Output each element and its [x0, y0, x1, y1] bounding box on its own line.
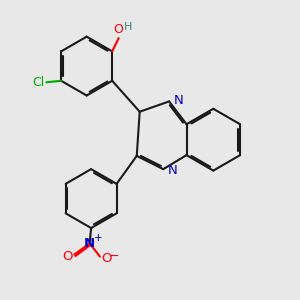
- Text: H: H: [124, 22, 132, 32]
- Text: Cl: Cl: [32, 76, 44, 89]
- Text: −: −: [109, 250, 119, 263]
- Text: N: N: [84, 237, 95, 250]
- Text: N: N: [174, 94, 184, 107]
- Text: O: O: [114, 23, 124, 36]
- Text: N: N: [168, 164, 178, 177]
- Text: O: O: [63, 250, 73, 263]
- Text: +: +: [94, 233, 102, 243]
- Text: O: O: [101, 252, 112, 266]
